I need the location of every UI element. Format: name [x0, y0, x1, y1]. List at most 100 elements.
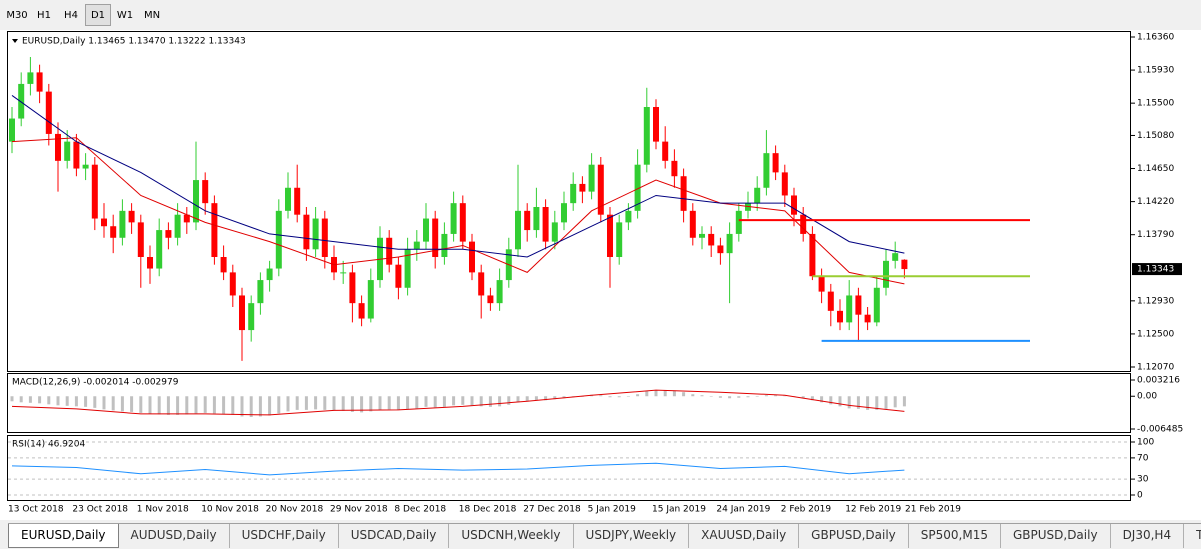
- chart-tab[interactable]: EURUSD,Daily: [8, 524, 119, 548]
- timeframe-button[interactable]: H4: [64, 10, 78, 21]
- candle-body: [45, 91, 52, 134]
- candle-body: [36, 72, 43, 92]
- candle-body: [303, 214, 310, 250]
- macd-bar: [507, 396, 511, 405]
- chart-tab[interactable]: GBPUSD,Daily: [1000, 524, 1111, 548]
- chart-tab[interactable]: GBPUSD,Daily: [799, 524, 909, 548]
- candle-body: [763, 153, 770, 188]
- macd-bar: [378, 396, 382, 410]
- macd-bar: [856, 396, 860, 409]
- macd-tick-label: 0.00: [1137, 392, 1157, 402]
- rsi-tick-label: 70: [1137, 453, 1149, 463]
- timeframe-button[interactable]: H1: [37, 10, 51, 21]
- candle-body: [864, 314, 871, 323]
- macd-bar: [415, 396, 419, 409]
- macd-bar: [258, 396, 262, 417]
- macd-bar: [709, 396, 713, 397]
- candle-body: [478, 272, 485, 296]
- timeframe-button[interactable]: MN: [143, 10, 161, 21]
- chart-tab[interactable]: USDCHF,Daily: [229, 524, 339, 548]
- candle-body: [873, 287, 880, 323]
- macd-bar: [452, 396, 456, 406]
- chart-tab[interactable]: AUDUSD,Daily: [118, 524, 230, 548]
- candle-body: [570, 183, 577, 204]
- chart-tab[interactable]: USDCNH,Weekly: [449, 524, 574, 548]
- candle-body: [441, 233, 448, 257]
- candle-body: [432, 218, 439, 257]
- macd-bar: [304, 396, 308, 410]
- chart-tab[interactable]: XAUUSD,Daily: [689, 524, 800, 548]
- macd-bar: [295, 396, 299, 410]
- candle-body: [312, 218, 319, 250]
- macd-bar: [617, 396, 621, 398]
- macd-bar: [120, 396, 124, 412]
- candle-body: [818, 276, 825, 292]
- macd-bar: [194, 396, 198, 414]
- macd-bar: [608, 396, 612, 398]
- candle-body: [524, 210, 531, 231]
- chart-tab[interactable]: SP500,M15: [908, 524, 1001, 548]
- macd-bar: [774, 395, 778, 397]
- macd-bar: [350, 396, 354, 412]
- candle-body: [395, 264, 402, 288]
- timeframe-button[interactable]: W1: [116, 10, 134, 21]
- chart-tab[interactable]: TECH1: [1184, 524, 1201, 548]
- main-pane: [7, 31, 1131, 372]
- macd-bar: [240, 396, 244, 417]
- x-tick-label: 5 Jan 2019: [588, 505, 636, 515]
- candle-body: [211, 203, 218, 257]
- candle-body: [64, 141, 71, 161]
- candle-body: [754, 187, 761, 204]
- candle-body: [9, 118, 15, 142]
- macd-bar: [562, 396, 566, 399]
- macd-bar: [47, 396, 51, 405]
- macd-bar: [369, 396, 373, 412]
- candle-body: [781, 172, 788, 196]
- candle-body: [680, 176, 687, 211]
- candle-body: [561, 203, 567, 223]
- macd-bar: [148, 396, 152, 414]
- chart-tab[interactable]: USDJPY,Weekly: [573, 524, 690, 548]
- timeframe-button[interactable]: M30: [6, 10, 28, 21]
- macd-bar: [866, 396, 870, 410]
- candle-body: [745, 203, 751, 211]
- candle-body: [156, 230, 163, 269]
- macd-bar: [185, 396, 189, 415]
- candle-body: [82, 164, 89, 169]
- x-tick-label: 8 Dec 2018: [394, 505, 446, 515]
- price-tick-label: 1.13790: [1137, 230, 1174, 240]
- macd-bar: [488, 396, 492, 407]
- candle-body: [386, 237, 393, 265]
- price-tick-label: 1.16360: [1137, 33, 1174, 43]
- macd-bar: [654, 390, 658, 397]
- candle-body: [423, 218, 429, 242]
- candle-body: [846, 295, 853, 323]
- price-tick-label: 1.12930: [1137, 296, 1174, 306]
- macd-bar: [212, 396, 216, 414]
- rsi-tick-label: 100: [1137, 438, 1154, 448]
- x-tick-label: 21 Feb 2019: [905, 505, 961, 515]
- macd-bar: [314, 396, 318, 410]
- macd-bar: [442, 396, 446, 407]
- rsi-label: RSI(14) 46.9204: [12, 440, 85, 450]
- timeframe-button[interactable]: D1: [85, 4, 111, 26]
- price-tick-label: 1.15080: [1137, 131, 1174, 141]
- macd-bar: [764, 395, 768, 397]
- rsi-tick-label: 0: [1137, 491, 1143, 501]
- current-price-label: 1.13343: [1137, 265, 1174, 275]
- macd-bar: [360, 396, 364, 413]
- price-tick-label: 1.12500: [1137, 329, 1174, 339]
- macd-bar: [525, 396, 529, 402]
- macd-bar: [746, 396, 750, 398]
- candle-body: [634, 164, 641, 211]
- macd-bar: [691, 394, 695, 397]
- macd-pane: [7, 373, 1131, 433]
- x-tick-label: 23 Oct 2018: [72, 505, 128, 515]
- chart-background: [0, 30, 1201, 520]
- candle-body: [266, 268, 273, 281]
- macd-bar: [498, 396, 502, 407]
- candle-body: [809, 233, 816, 277]
- macd-bar: [838, 396, 842, 407]
- chart-tab[interactable]: USDCAD,Daily: [338, 524, 450, 548]
- chart-tab[interactable]: DJ30,H4: [1110, 524, 1185, 548]
